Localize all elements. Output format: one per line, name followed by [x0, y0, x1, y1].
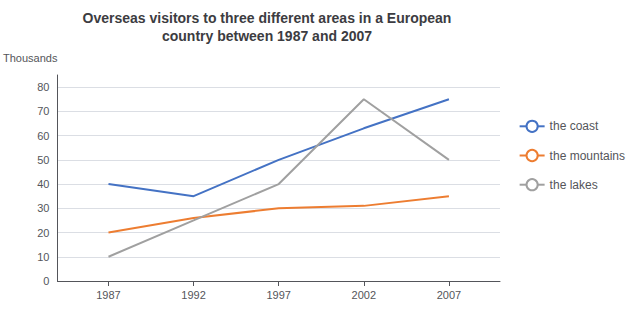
svg-text:2002: 2002: [352, 289, 376, 301]
svg-text:70: 70: [37, 105, 49, 117]
svg-text:60: 60: [37, 130, 49, 142]
svg-text:the mountains: the mountains: [550, 149, 625, 163]
svg-text:2007: 2007: [437, 289, 461, 301]
svg-text:Overseas visitors to three dif: Overseas visitors to three different are…: [83, 10, 452, 26]
svg-text:80: 80: [37, 81, 49, 93]
svg-text:30: 30: [37, 202, 49, 214]
svg-text:50: 50: [37, 154, 49, 166]
svg-text:1992: 1992: [181, 289, 205, 301]
svg-text:country between 1987 and 2007: country between 1987 and 2007: [162, 28, 372, 44]
svg-text:Thousands: Thousands: [3, 52, 58, 64]
svg-text:10: 10: [37, 251, 49, 263]
svg-text:the coast: the coast: [550, 119, 599, 133]
svg-text:40: 40: [37, 178, 49, 190]
svg-text:1987: 1987: [96, 289, 120, 301]
svg-text:20: 20: [37, 227, 49, 239]
svg-text:the lakes: the lakes: [550, 178, 598, 192]
svg-text:0: 0: [43, 275, 49, 287]
svg-text:1997: 1997: [266, 289, 290, 301]
